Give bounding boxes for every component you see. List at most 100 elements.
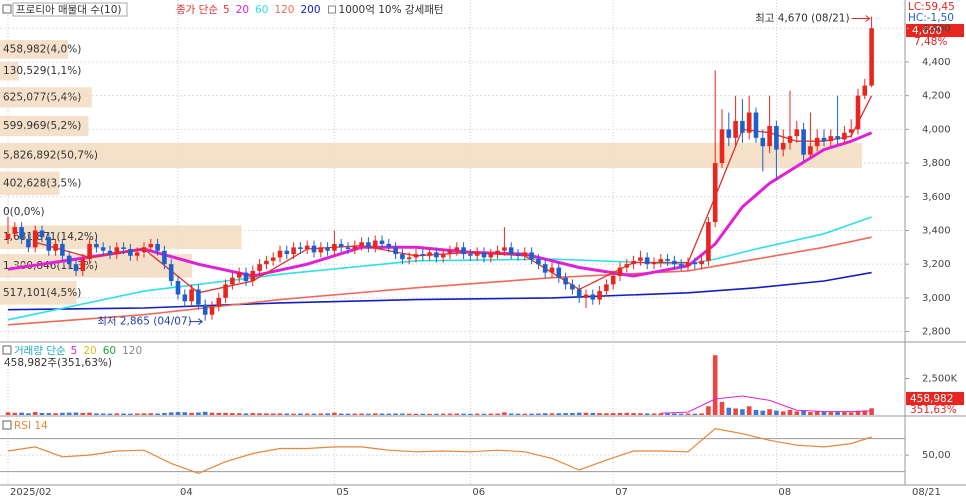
volume-bar — [549, 413, 555, 415]
legend-entry: 5 — [223, 4, 230, 16]
hc-label: HC:-1,50 — [908, 12, 954, 24]
y-tick-label: 50,00 — [922, 450, 951, 461]
candle-body — [257, 264, 262, 271]
candle-body — [692, 262, 698, 265]
candle-body — [658, 259, 664, 263]
candle-body — [604, 284, 609, 292]
volume-bar — [835, 411, 840, 415]
volume-bar — [182, 412, 188, 415]
volume-bar — [753, 409, 759, 415]
volume-bar — [189, 412, 194, 415]
volume-profile-band — [0, 87, 92, 108]
candle-body — [60, 243, 65, 256]
volume-bar — [100, 413, 106, 415]
volume-bar — [685, 413, 691, 415]
checkbox[interactable] — [2, 4, 12, 14]
volume-legend-entry: 60 — [103, 345, 116, 357]
volume-profile-label: 599,969(5,2%) — [3, 120, 81, 132]
volume-bar — [94, 413, 99, 415]
candle-body — [631, 260, 636, 265]
candle-body — [311, 245, 317, 253]
candle-body — [114, 247, 120, 255]
volume-profile-band — [0, 254, 193, 278]
volume-bar — [175, 412, 181, 415]
candle-body — [835, 136, 840, 140]
candle-body — [753, 112, 759, 138]
candle-body — [393, 247, 398, 255]
candle-body — [842, 132, 847, 140]
volume-bar — [862, 410, 868, 415]
volume-bar — [529, 413, 534, 415]
candle-body — [284, 250, 290, 255]
candle-body — [264, 260, 269, 265]
candle-body — [46, 237, 52, 251]
volume-bar — [366, 413, 371, 415]
volume-bar — [699, 413, 704, 415]
volume-bar — [808, 412, 813, 415]
indicator-label: 프로티아 매물대 수(10) — [16, 4, 122, 16]
candle-body — [454, 247, 460, 251]
candle-body — [440, 254, 446, 258]
volume-bar — [440, 413, 446, 415]
candle-body — [563, 277, 568, 285]
high-annotation: 최고 4,670 (08/21) — [755, 12, 850, 24]
candle-body — [536, 259, 541, 265]
volume-bar — [597, 413, 602, 415]
candle-body — [869, 28, 874, 86]
candle-body — [787, 136, 793, 143]
x-tick-label: 07 — [615, 487, 628, 498]
volume-bar — [413, 413, 419, 415]
volume-bar — [726, 407, 732, 415]
volume-bar — [447, 413, 453, 415]
x-tick-label: 04 — [180, 487, 193, 498]
volume-bar — [264, 413, 269, 415]
volume-bar — [32, 412, 38, 415]
volume-bar — [794, 411, 800, 415]
volume-profile-label: 625,077(5,4%) — [3, 91, 81, 103]
indicator-box[interactable] — [12, 2, 128, 17]
legend-entry: 20 — [236, 4, 249, 16]
candle-body — [32, 230, 38, 248]
candle-body — [855, 95, 861, 130]
volume-bar — [250, 413, 256, 415]
last-volume: 458,982 — [910, 393, 953, 405]
volume-bar — [733, 408, 738, 415]
candle-body — [12, 227, 18, 234]
volume-bar — [644, 413, 650, 415]
x-tick-label: 2025/02 — [10, 487, 52, 498]
last-price: 4,600 — [912, 25, 942, 37]
high-arrow — [851, 15, 871, 22]
candle-body — [277, 250, 283, 258]
volume-bar — [638, 413, 643, 415]
volume-profile-label: 458,982(4,0%) — [3, 43, 81, 55]
volume-bar — [617, 412, 623, 415]
volume-bar — [842, 412, 847, 415]
candle-body — [801, 129, 806, 155]
candle-body — [665, 259, 670, 261]
y-tick-label: 3,600 — [922, 192, 951, 203]
volume-bar — [542, 413, 548, 415]
candle-body — [529, 252, 534, 260]
moving-average — [7, 271, 872, 311]
volume-bar — [304, 413, 310, 415]
candle-body — [447, 250, 453, 255]
candle-body — [379, 240, 385, 244]
volume-bar — [556, 413, 562, 415]
volume-moving-average — [660, 395, 872, 414]
volume-profile-label: 5,826,892(50,7%) — [3, 149, 98, 161]
volume-bar — [12, 412, 18, 415]
candle-body — [148, 243, 154, 248]
volume-bar — [168, 412, 174, 415]
volume-profile-band — [0, 61, 19, 81]
candle-body — [366, 242, 371, 248]
candle-body — [808, 146, 813, 155]
volume-bar — [583, 412, 589, 415]
candle-body — [230, 277, 235, 285]
candle-body — [107, 250, 113, 255]
candle-body — [196, 289, 201, 305]
volume-bar — [502, 412, 507, 415]
last-volume-tag — [906, 392, 964, 405]
volume-bar — [624, 412, 630, 415]
candle-body — [726, 129, 732, 138]
volume-bar — [148, 413, 154, 415]
